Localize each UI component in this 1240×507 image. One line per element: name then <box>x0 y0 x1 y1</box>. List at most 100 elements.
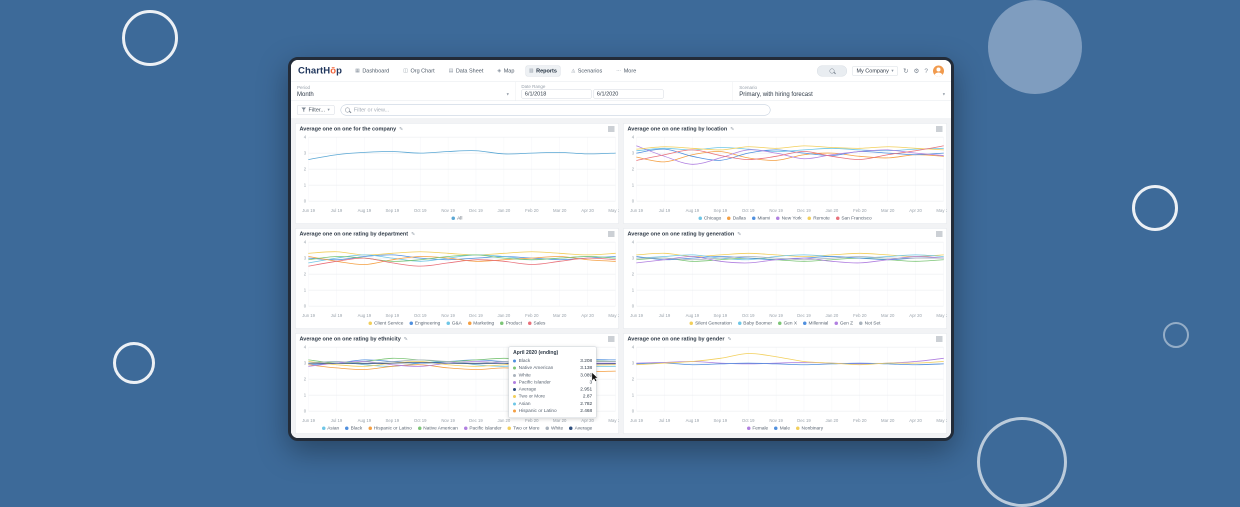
svg-text:May 20: May 20 <box>936 208 946 213</box>
edit-chart-icon[interactable]: ✎ <box>404 336 408 342</box>
svg-text:Apr 20: Apr 20 <box>909 418 922 423</box>
svg-text:Oct 19: Oct 19 <box>742 313 755 318</box>
settings-icon[interactable]: ⚙ <box>914 67 920 75</box>
scenario-label: Scenario <box>739 85 945 90</box>
legend-item[interactable]: Hispanic or Latino <box>368 426 412 432</box>
nav-item-reports[interactable]: ▥Reports <box>525 65 560 76</box>
edit-chart-icon[interactable]: ✎ <box>730 126 734 132</box>
top-navbar: ChartHōp ▦Dashboard ◫Org Chart ▤Data She… <box>291 60 951 82</box>
nav-item-data-sheet[interactable]: ▤Data Sheet <box>446 66 487 76</box>
filter-button[interactable]: Filter... ▾ <box>297 105 334 115</box>
legend-item[interactable]: Client Service <box>369 321 404 327</box>
svg-text:Mar 20: Mar 20 <box>553 418 567 423</box>
legend-item[interactable]: White <box>545 426 563 432</box>
svg-text:May 20: May 20 <box>608 208 618 213</box>
legend-item[interactable]: Nonbinary <box>796 426 823 432</box>
chart-title: Average one on one rating by ethnicity <box>300 336 401 342</box>
chart-plot: 01234Jun 19Jul 19Aug 19Sep 19Oct 19Nov 1… <box>296 133 619 215</box>
legend-item[interactable]: Chicago <box>698 216 721 222</box>
global-search[interactable] <box>817 65 847 76</box>
filter-search-input[interactable] <box>340 104 770 115</box>
chart-legend: Client Service Engineering G&A Marketing Pro… <box>296 320 619 329</box>
svg-text:Oct 19: Oct 19 <box>414 313 427 318</box>
svg-text:Jul 19: Jul 19 <box>659 208 671 213</box>
search-icon <box>829 68 834 73</box>
legend-item[interactable]: Pacific Islander <box>464 426 502 432</box>
avatar[interactable] <box>933 65 944 76</box>
help-icon[interactable]: ? <box>924 67 928 75</box>
legend-item[interactable]: Male <box>774 426 790 432</box>
tooltip-row: White3.089 <box>513 372 592 379</box>
legend-item[interactable]: Native American <box>418 426 458 432</box>
nav-item-dashboard[interactable]: ▦Dashboard <box>352 66 392 76</box>
svg-text:Sep 19: Sep 19 <box>714 418 728 423</box>
edit-chart-icon[interactable]: ✎ <box>399 126 403 132</box>
svg-text:2: 2 <box>304 272 307 277</box>
edit-chart-icon[interactable]: ✎ <box>727 336 731 342</box>
legend-item[interactable]: Average <box>569 426 592 432</box>
legend-item[interactable]: Silent Generation <box>690 321 732 327</box>
svg-text:Jan 20: Jan 20 <box>825 313 838 318</box>
legend-item[interactable]: G&A <box>446 321 462 327</box>
svg-text:May 20: May 20 <box>936 418 946 423</box>
chart-menu-icon[interactable] <box>936 232 943 237</box>
legend-item[interactable]: Remote <box>808 216 830 222</box>
updates-icon[interactable]: ↻ <box>903 67 908 75</box>
chart-menu-icon[interactable] <box>608 232 615 237</box>
decorative-circle <box>1163 322 1189 348</box>
date-end-input[interactable] <box>593 90 663 99</box>
chart-menu-icon[interactable] <box>608 127 615 132</box>
legend-item[interactable]: Baby Boomer <box>738 321 772 327</box>
chart-title: Average one on one rating by location <box>628 126 728 132</box>
svg-text:2: 2 <box>304 377 307 382</box>
date-start-input[interactable] <box>521 90 591 99</box>
nav-item-org-chart[interactable]: ◫Org Chart <box>400 66 437 76</box>
legend-item[interactable]: Black <box>345 426 362 432</box>
svg-text:Apr 20: Apr 20 <box>909 313 922 318</box>
svg-text:Feb 20: Feb 20 <box>853 208 867 213</box>
legend-item[interactable]: Dallas <box>727 216 746 222</box>
svg-text:Nov 19: Nov 19 <box>441 208 455 213</box>
chevron-down-icon: ▾ <box>507 91 509 97</box>
legend-item[interactable]: Two or More <box>508 426 540 432</box>
legend-item[interactable]: Not Set <box>859 321 880 327</box>
edit-chart-icon[interactable]: ✎ <box>411 231 415 237</box>
legend-item[interactable]: Gen Z <box>834 321 853 327</box>
svg-text:3: 3 <box>632 361 635 366</box>
nav-item-scenarios[interactable]: ◬Scenarios <box>568 66 605 76</box>
nav-item-map[interactable]: ◈Map <box>494 66 517 76</box>
svg-text:Jun 19: Jun 19 <box>630 418 643 423</box>
legend-item[interactable]: Asian <box>322 426 339 432</box>
legend-item[interactable]: San Francisco <box>836 216 872 222</box>
legend-item[interactable]: Miami <box>752 216 770 222</box>
nav-item-more[interactable]: ⋯More <box>613 66 639 76</box>
period-control[interactable]: Period Month▾ <box>291 82 515 101</box>
decorative-circle <box>122 10 178 66</box>
legend-item[interactable]: New York <box>776 216 802 222</box>
legend-item[interactable]: Product <box>500 321 522 327</box>
legend-item[interactable]: Female <box>747 426 768 432</box>
svg-text:1: 1 <box>304 288 307 293</box>
chart-plot: 01234Jun 19Jul 19Aug 19Sep 19Oct 19Nov 1… <box>624 133 947 215</box>
scenario-control[interactable]: Scenario Primary, with hiring forecast▾ <box>733 82 951 101</box>
org-chart-icon: ◫ <box>403 68 408 73</box>
svg-text:Dec 19: Dec 19 <box>469 313 483 318</box>
chart-menu-icon[interactable] <box>608 337 615 342</box>
legend-item[interactable]: Gen X <box>778 321 797 327</box>
legend-item[interactable]: Millennial <box>803 321 828 327</box>
svg-text:Oct 19: Oct 19 <box>742 418 755 423</box>
edit-chart-icon[interactable]: ✎ <box>737 231 741 237</box>
legend-item[interactable]: All <box>452 216 463 222</box>
legend-item[interactable]: Marketing <box>468 321 494 327</box>
chart-menu-icon[interactable] <box>936 127 943 132</box>
legend-item[interactable]: Sales <box>528 321 545 327</box>
tooltip-row: Pacific Islander3 <box>513 379 592 386</box>
company-selector[interactable]: My Company▾ <box>852 66 898 76</box>
svg-text:1: 1 <box>304 183 307 188</box>
svg-text:Sep 19: Sep 19 <box>714 313 728 318</box>
legend-item[interactable]: Engineering <box>409 321 440 327</box>
svg-text:Nov 19: Nov 19 <box>769 208 783 213</box>
charthop-logo[interactable]: ChartHōp <box>298 65 342 76</box>
decorative-circle <box>1132 185 1178 231</box>
chart-menu-icon[interactable] <box>936 337 943 342</box>
